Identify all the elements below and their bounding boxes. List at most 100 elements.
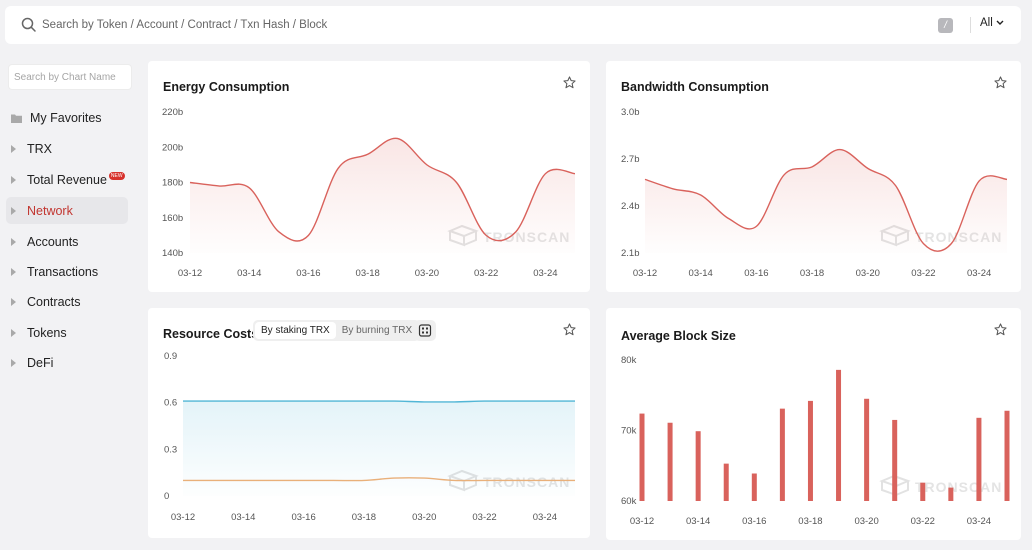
cost-mode-toggle: By staking TRX By burning TRX bbox=[253, 320, 421, 341]
x-tick-label: 03-24 bbox=[967, 268, 991, 279]
sidebar-item-accounts[interactable]: Accounts bbox=[6, 228, 128, 255]
x-tick-label: 03-20 bbox=[415, 268, 439, 279]
sidebar-item-label: Total Revenue bbox=[27, 172, 107, 187]
resource-costs-card: 0 0.3 0.6 0.9 03-12 03-14 03-16 03-18 03-20 03-22… bbox=[148, 308, 590, 538]
x-tick-label: 03-24 bbox=[967, 516, 991, 527]
favorite-star-icon[interactable] bbox=[994, 323, 1007, 336]
x-tick-label: 03-16 bbox=[742, 516, 766, 527]
y-tick-label: 180b bbox=[162, 178, 183, 189]
search-icon bbox=[21, 17, 36, 32]
x-tick-label: 03-12 bbox=[630, 516, 654, 527]
global-search-input[interactable] bbox=[42, 15, 742, 35]
sidebar-item-contracts[interactable]: Contracts bbox=[6, 288, 128, 315]
x-tick-label: 03-16 bbox=[296, 268, 320, 279]
x-tick-label: 03-22 bbox=[911, 516, 935, 527]
sidebar-item-label: Accounts bbox=[27, 234, 79, 249]
tab-by-staking-trx[interactable]: By staking TRX bbox=[255, 322, 336, 339]
area-fill bbox=[190, 138, 575, 253]
favorite-star-icon[interactable] bbox=[563, 323, 576, 336]
tab-by-burning-trx[interactable]: By burning TRX bbox=[341, 325, 413, 336]
area-fill bbox=[183, 401, 575, 496]
x-tick-label: 03-20 bbox=[412, 512, 436, 523]
bar bbox=[976, 417, 982, 501]
chart-name-search-input[interactable] bbox=[8, 64, 132, 90]
favorite-star-icon[interactable] bbox=[994, 76, 1007, 89]
energy-consumption-card: Energy Consumption 140b 160b 180b 200b 220b 0… bbox=[148, 61, 590, 292]
calculator-button[interactable] bbox=[414, 320, 436, 341]
sidebar-item-tokens[interactable]: Tokens bbox=[6, 319, 128, 346]
bar bbox=[639, 413, 645, 501]
top-search-bar: / All bbox=[5, 6, 1021, 44]
sidebar-item-defi[interactable]: DeFi bbox=[6, 349, 128, 376]
x-tick-label: 03-18 bbox=[352, 512, 376, 523]
y-tick-label: 220b bbox=[162, 107, 183, 118]
x-tick-label: 03-12 bbox=[178, 268, 202, 279]
chart-title: Bandwidth Consumption bbox=[621, 80, 769, 94]
bar bbox=[864, 398, 870, 501]
x-tick-label: 03-14 bbox=[686, 516, 710, 527]
x-tick-label: 03-14 bbox=[237, 268, 261, 279]
bar bbox=[836, 369, 842, 501]
caret-right-icon bbox=[11, 237, 16, 246]
y-tick-label: 2.1b bbox=[621, 248, 640, 259]
caret-right-icon bbox=[11, 144, 16, 153]
chart-title: Resource Costs bbox=[163, 327, 259, 341]
chevron-down-icon bbox=[996, 20, 1004, 25]
y-tick-label: 70k bbox=[621, 426, 637, 437]
x-tick-label: 03-20 bbox=[856, 268, 880, 279]
x-tick-label: 03-18 bbox=[356, 268, 380, 279]
caret-right-icon bbox=[11, 267, 16, 276]
bar bbox=[920, 482, 926, 501]
search-scope-select[interactable]: All bbox=[980, 17, 1004, 29]
tronscan-watermark: TRONSCAN bbox=[879, 474, 1001, 497]
caret-right-icon bbox=[11, 206, 16, 215]
sidebar-item-transactions[interactable]: Transactions bbox=[6, 258, 128, 285]
x-tick-label: 03-12 bbox=[171, 512, 195, 523]
x-tick-label: 03-22 bbox=[472, 512, 496, 523]
caret-right-icon bbox=[11, 175, 16, 184]
calculator-icon bbox=[418, 324, 432, 337]
bar bbox=[807, 400, 813, 501]
average-block-size-card: Average Block Size 60k 70k 80k 03-12 03-14 03… bbox=[606, 308, 1021, 540]
bar bbox=[723, 463, 729, 501]
caret-right-icon bbox=[11, 328, 16, 337]
bar bbox=[779, 408, 785, 501]
y-tick-label: 0 bbox=[164, 491, 169, 502]
favorite-star-icon[interactable] bbox=[563, 76, 576, 89]
sidebar-item-label: TRX bbox=[27, 141, 52, 156]
sidebar-item-my-favorites[interactable]: My Favorites bbox=[6, 104, 128, 131]
folder-icon bbox=[11, 114, 22, 123]
sidebar-item-trx[interactable]: TRX bbox=[6, 135, 128, 162]
chart-title: Energy Consumption bbox=[163, 80, 290, 94]
y-tick-label: 2.4b bbox=[621, 201, 640, 212]
average-block-size-chart: 60k 70k 80k 03-12 03-14 03-16 03-18 03-20 03-22 0… bbox=[621, 355, 1010, 527]
bar bbox=[1004, 410, 1010, 501]
bar bbox=[892, 419, 898, 501]
sidebar-item-label: Tokens bbox=[27, 325, 67, 340]
x-tick-label: 03-18 bbox=[800, 268, 824, 279]
bandwidth-consumption-card: Bandwidth Consumption 2.1b 2.4b 2.7b 3.0b 03… bbox=[606, 61, 1021, 292]
series-line bbox=[644, 148, 1008, 252]
y-tick-label: 60k bbox=[621, 496, 637, 507]
sidebar-item-label: My Favorites bbox=[30, 110, 102, 125]
search-shortcut-key: / bbox=[938, 18, 953, 33]
sidebar-item-total-revenue[interactable]: Total Revenue NEW bbox=[6, 166, 128, 193]
bar bbox=[667, 422, 673, 501]
sidebar-item-network[interactable]: Network bbox=[6, 197, 128, 224]
resource-costs-chart: 0 0.3 0.6 0.9 03-12 03-14 03-16 03-18 03-20 03-22… bbox=[164, 351, 575, 523]
x-tick-label: 03-22 bbox=[911, 268, 935, 279]
bar bbox=[948, 487, 954, 501]
sidebar-item-label: Transactions bbox=[27, 264, 99, 279]
y-tick-label: 80k bbox=[621, 355, 637, 366]
search-scope-value: All bbox=[980, 17, 993, 29]
x-tick-label: 03-16 bbox=[744, 268, 768, 279]
y-tick-label: 0.9 bbox=[164, 351, 177, 362]
x-tick-label: 03-20 bbox=[854, 516, 878, 527]
series-line bbox=[183, 477, 575, 482]
y-tick-label: 0.6 bbox=[164, 398, 177, 409]
area-fill bbox=[645, 149, 1007, 253]
x-tick-label: 03-24 bbox=[533, 512, 557, 523]
y-tick-label: 140b bbox=[162, 248, 183, 259]
y-tick-label: 3.0b bbox=[621, 107, 640, 118]
series-line bbox=[189, 137, 576, 242]
